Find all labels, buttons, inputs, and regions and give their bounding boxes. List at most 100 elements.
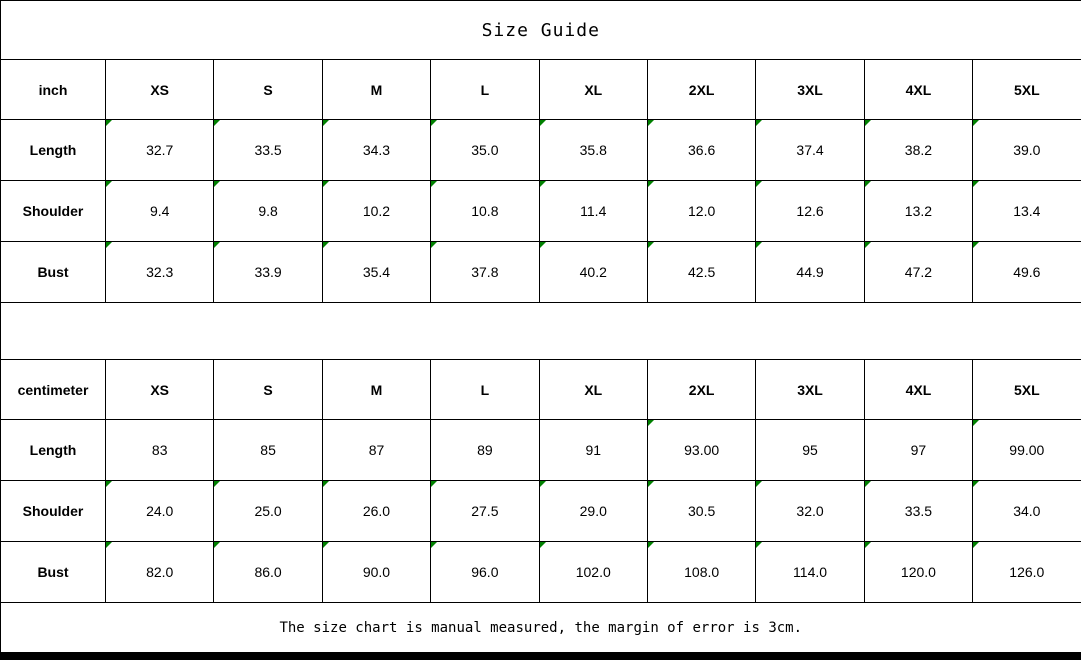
- cell-value: 33.9: [254, 264, 282, 280]
- flag-triangle-icon: [648, 120, 654, 126]
- cell-value: 90.0: [362, 564, 391, 580]
- flag-triangle-icon: [214, 242, 221, 248]
- flag-triangle-icon: [973, 120, 980, 126]
- size-col-header-4xl: 4XL: [863, 59, 974, 120]
- cell-value: 85: [260, 442, 276, 458]
- cell-value: 40.2: [579, 264, 607, 280]
- spacer-row: [0, 302, 1081, 360]
- value-cell: 10.2: [321, 180, 432, 242]
- value-cell: 32.3: [104, 241, 215, 303]
- cell-value: 126.0: [1009, 564, 1045, 580]
- value-cell: 102.0: [538, 541, 648, 603]
- flag-triangle-icon: [648, 242, 654, 248]
- value-cell: 85: [213, 419, 323, 481]
- flag-triangle-icon: [648, 542, 654, 548]
- value-cell: 10.8: [430, 180, 540, 242]
- flag-triangle-icon: [323, 181, 329, 187]
- row-label: Length: [0, 419, 106, 481]
- value-cell: 114.0: [755, 541, 865, 603]
- cell-value: 33.5: [904, 503, 933, 519]
- flag-triangle-icon: [865, 481, 871, 487]
- cell-value: 27.5: [471, 503, 499, 519]
- flag-triangle-icon: [540, 481, 546, 487]
- cell-value: 29.0: [579, 503, 607, 519]
- cell-value: 12.6: [796, 203, 824, 219]
- value-cell: 33.9: [213, 241, 323, 303]
- size-col-header-5xl: 5XL: [972, 59, 1081, 120]
- cell-value: 34.3: [362, 142, 391, 158]
- flag-triangle-icon: [214, 481, 221, 487]
- value-cell: 32.0: [755, 480, 865, 542]
- value-cell: 38.2: [863, 119, 974, 181]
- size-col-header-l: L: [430, 59, 540, 120]
- table-row: Length 83 85 87 89 91 93.00 95 97 99.00: [0, 419, 1081, 481]
- table-row: Bust 32.3 33.9 35.4 37.8 40.2 42.5 44.9 47.2 49.6: [0, 241, 1081, 303]
- value-cell: 35.4: [321, 241, 432, 303]
- size-col-header-m: M: [321, 59, 432, 120]
- value-cell: 9.8: [213, 180, 323, 242]
- flag-triangle-icon: [648, 481, 654, 487]
- inch-unit-header: inch: [0, 59, 106, 120]
- value-cell: 97: [863, 419, 974, 481]
- footer-note: The size chart is manual measured, the m…: [0, 602, 1081, 653]
- value-cell: 39.0: [972, 119, 1081, 181]
- inch-header-row: inch XS S M L XL 2XL 3XL 4XL 5XL: [0, 59, 1081, 120]
- flag-triangle-icon: [540, 120, 546, 126]
- cell-value: 32.7: [146, 142, 174, 158]
- cell-value: 10.2: [362, 203, 391, 219]
- size-col-header-2xl: 2XL: [646, 359, 757, 420]
- cell-value: 37.8: [471, 264, 499, 280]
- footer-section: The size chart is manual measured, the m…: [0, 602, 1081, 653]
- row-label: Length: [0, 119, 106, 181]
- cell-value: 86.0: [254, 564, 282, 580]
- size-col-header-xs: XS: [104, 59, 215, 120]
- value-cell: 13.2: [863, 180, 974, 242]
- value-cell: 33.5: [863, 480, 974, 542]
- flag-triangle-icon: [756, 181, 763, 187]
- cell-value: 32.3: [146, 264, 174, 280]
- value-cell: 29.0: [538, 480, 648, 542]
- inch-table-body: inch XS S M L XL 2XL 3XL 4XL 5XL Length 32.7 33.5 34.…: [0, 59, 1081, 303]
- row-label: Bust: [0, 241, 106, 303]
- value-cell: 83: [104, 419, 215, 481]
- cell-value: 30.5: [688, 503, 716, 519]
- title-row: Size Guide: [0, 0, 1081, 60]
- flag-triangle-icon: [865, 542, 871, 548]
- cell-value: 13.2: [904, 203, 933, 219]
- flag-triangle-icon: [865, 120, 871, 126]
- size-col-header-xl: XL: [538, 59, 648, 120]
- value-cell: 24.0: [104, 480, 215, 542]
- flag-triangle-icon: [973, 181, 980, 187]
- cell-value: 44.9: [796, 264, 824, 280]
- value-cell: 99.00: [972, 419, 1081, 481]
- value-cell: 87: [321, 419, 432, 481]
- flag-triangle-icon: [323, 542, 329, 548]
- cell-value: 13.4: [1013, 203, 1041, 219]
- value-cell: 27.5: [430, 480, 540, 542]
- value-cell: 49.6: [972, 241, 1081, 303]
- table-row: Bust 82.0 86.0 90.0 96.0 102.0 108.0 114.0 120.0…: [0, 541, 1081, 603]
- value-cell: 25.0: [213, 480, 323, 542]
- flag-triangle-icon: [540, 542, 546, 548]
- value-cell: 30.5: [646, 480, 757, 542]
- flag-triangle-icon: [756, 242, 763, 248]
- cell-value: 97: [910, 442, 927, 458]
- cell-value: 33.5: [254, 142, 282, 158]
- value-cell: 35.0: [430, 119, 540, 181]
- size-col-header-3xl: 3XL: [755, 359, 865, 420]
- flag-triangle-icon: [431, 481, 438, 487]
- flag-triangle-icon: [648, 420, 654, 426]
- cell-value: 87: [368, 442, 385, 458]
- value-cell: 34.3: [321, 119, 432, 181]
- value-cell: 34.0: [972, 480, 1081, 542]
- value-cell: 95: [755, 419, 865, 481]
- flag-triangle-icon: [865, 242, 871, 248]
- flag-triangle-icon: [973, 242, 980, 248]
- flag-triangle-icon: [431, 181, 438, 187]
- size-col-header-s: S: [213, 59, 323, 120]
- size-col-header-xs: XS: [104, 359, 215, 420]
- cell-value: 42.5: [688, 264, 716, 280]
- size-col-header-l: L: [430, 359, 540, 420]
- flag-triangle-icon: [323, 242, 329, 248]
- flag-triangle-icon: [106, 242, 112, 248]
